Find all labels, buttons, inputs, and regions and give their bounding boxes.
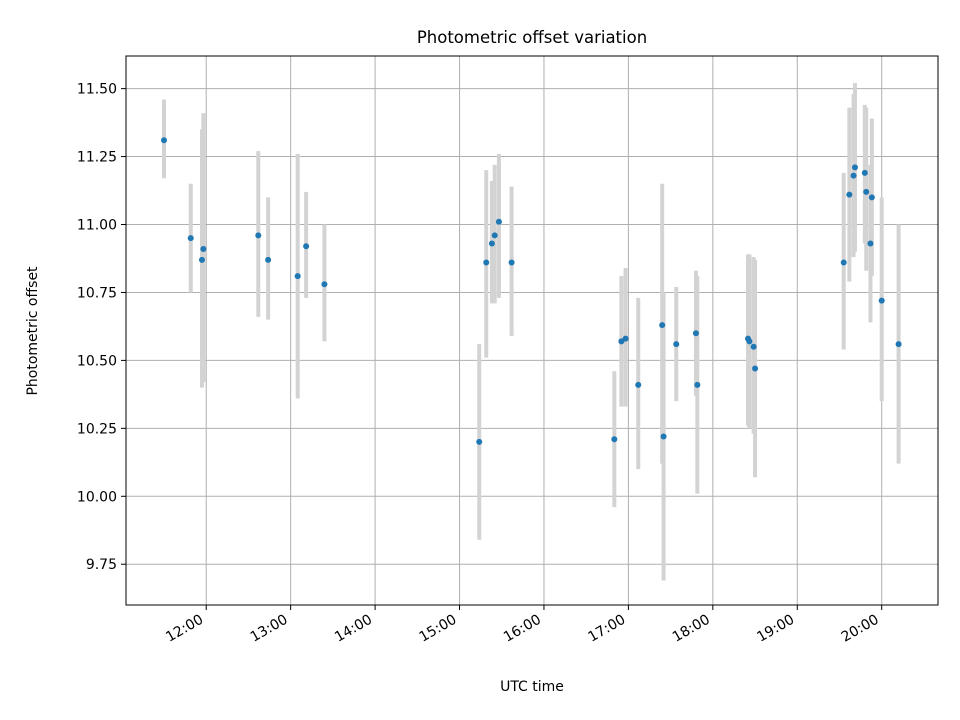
data-point: [659, 322, 666, 329]
y-tick-label: 10.25: [77, 421, 117, 437]
data-point: [265, 256, 272, 263]
data-point: [694, 381, 701, 388]
data-point: [752, 365, 759, 372]
data-point: [692, 330, 699, 337]
data-point: [867, 240, 874, 247]
y-tick-label: 10.50: [77, 353, 117, 369]
data-point: [160, 137, 167, 144]
data-point: [868, 194, 875, 201]
plot-frame: [125, 55, 939, 606]
data-point: [476, 438, 483, 445]
data-point: [840, 259, 847, 266]
y-axis-label: Photometric offset: [25, 266, 41, 396]
data-point: [851, 164, 858, 171]
data-point: [508, 259, 515, 266]
y-tick-label: 11.25: [77, 150, 117, 166]
data-point: [611, 436, 618, 443]
y-tick-label: 11.00: [77, 218, 117, 234]
data-point: [863, 188, 870, 195]
data-point: [846, 191, 853, 198]
data-point: [622, 335, 629, 342]
data-points: [160, 137, 902, 445]
data-point: [861, 169, 868, 176]
y-tick-label: 10.00: [77, 489, 117, 505]
data-point: [483, 259, 490, 266]
x-axis-label: UTC time: [500, 679, 564, 695]
data-point: [850, 172, 857, 179]
data-point: [878, 297, 885, 304]
data-point: [895, 341, 902, 348]
data-point: [673, 341, 680, 348]
data-point: [635, 381, 642, 388]
y-tick-label: 11.50: [77, 82, 117, 98]
data-point: [255, 232, 262, 239]
data-point: [294, 273, 301, 280]
y-axis-ticks: 9.75 10.00 10.25 10.50 10.75 11.00 11.25 11.50: [77, 82, 126, 573]
data-point: [495, 218, 502, 225]
data-point: [200, 245, 207, 252]
data-point: [660, 433, 667, 440]
y-tick-label: 10.75: [77, 285, 117, 301]
data-point: [198, 256, 205, 263]
y-tick-label: 9.75: [86, 557, 117, 573]
data-point: [491, 232, 498, 239]
data-point: [321, 281, 328, 288]
data-point: [187, 235, 194, 242]
data-point: [746, 338, 753, 345]
grid: [126, 56, 938, 605]
chart-title: Photometric offset variation: [417, 28, 647, 47]
data-point: [750, 343, 757, 350]
data-point: [303, 243, 310, 250]
data-point: [488, 240, 495, 247]
